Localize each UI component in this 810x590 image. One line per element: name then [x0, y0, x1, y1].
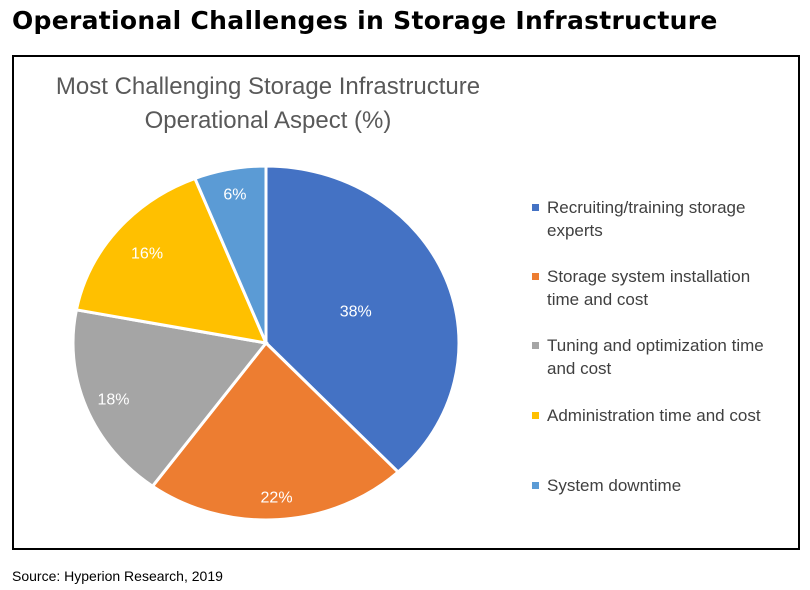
legend-label: System downtime: [547, 476, 682, 495]
legend-label: Tuning and optimization time and cost: [547, 336, 764, 378]
chart-frame: [12, 55, 800, 550]
legend-item-4: System downtime: [532, 474, 782, 497]
source-note: Source: Hyperion Research, 2019: [12, 568, 223, 584]
legend-label: Administration time and cost: [547, 406, 761, 425]
data-label-2: 18%: [97, 391, 129, 408]
data-label-1: 22%: [261, 490, 293, 507]
data-label-3: 16%: [131, 246, 163, 263]
pie-slice-4: [192, 164, 268, 344]
chart-title-line-1: Most Challenging Storage Infrastructure: [55, 73, 481, 100]
page-title: Operational Challenges in Storage Infras…: [12, 6, 718, 35]
legend-swatch: [532, 342, 539, 349]
legend-item-1: Storage system installation time and cos…: [532, 265, 782, 311]
chart-title-line-2: Operational Aspect (%): [144, 107, 392, 134]
legend-label: Storage system installation time and cos…: [547, 267, 751, 309]
legend-swatch: [532, 273, 539, 280]
legend-label: Recruiting/training storage experts: [547, 198, 746, 240]
legend-item-2: Tuning and optimization time and cost: [532, 334, 782, 380]
pie-slice-0: [264, 164, 461, 475]
legend-item-0: Recruiting/training storage experts: [532, 196, 782, 242]
pie-slice-1: [150, 340, 401, 522]
legend-item-3: Administration time and cost: [532, 404, 782, 427]
legend-swatch: [532, 204, 539, 211]
chart-title: Most Challenging Storage Infrastructure …: [0, 70, 536, 138]
legend-swatch: [532, 482, 539, 489]
pie-slice-3: [74, 176, 269, 345]
data-label-0: 38%: [340, 303, 372, 320]
pie-slice-2: [71, 308, 269, 489]
legend-swatch: [532, 412, 539, 419]
data-label-4: 6%: [223, 186, 246, 203]
